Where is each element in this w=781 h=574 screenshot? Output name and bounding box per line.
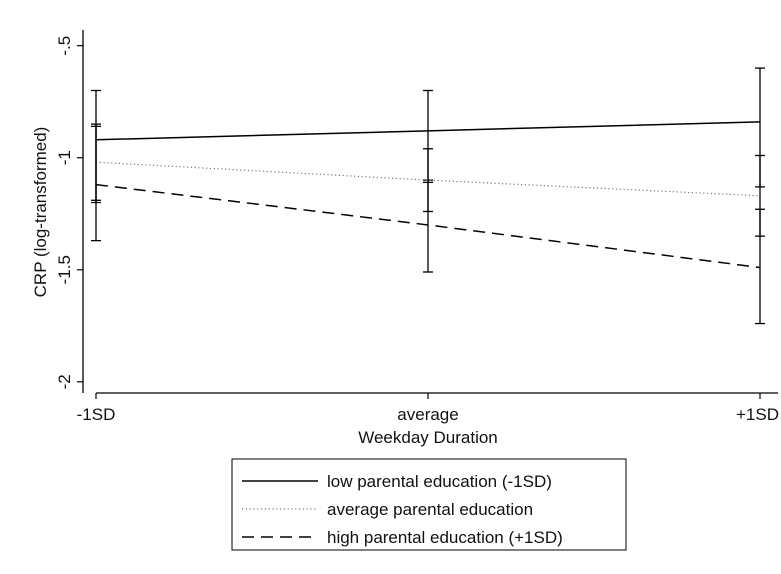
x-axis-title: Weekday Duration: [358, 428, 498, 447]
y-tick-label: -.5: [55, 36, 74, 56]
series-3: [91, 125, 765, 325]
y-axis-title: CRP (log-transformed): [31, 127, 50, 298]
y-tick-label: -1: [55, 150, 74, 165]
legend: low parental education (-1SD) average par…: [231, 458, 627, 551]
series-layer: [91, 67, 765, 325]
legend-label: high parental education (+1SD): [327, 528, 563, 547]
x-tick-label: average: [397, 405, 458, 424]
series-line: [95, 121, 761, 141]
legend-label: average parental education: [327, 500, 533, 519]
x-ticks: -1SD average +1SD: [77, 393, 779, 424]
series-line: [95, 161, 761, 197]
legend-box: [231, 458, 627, 551]
series-line: [95, 183, 761, 269]
y-ticks: -.5 -1 -1.5 -2: [55, 36, 83, 389]
y-tick-label: -1.5: [55, 255, 74, 284]
y-tick-label: -2: [55, 374, 74, 389]
legend-label: low parental education (-1SD): [327, 472, 552, 491]
x-tick-label: +1SD: [736, 405, 779, 424]
axes: [82, 30, 778, 394]
x-tick-label: -1SD: [77, 405, 116, 424]
